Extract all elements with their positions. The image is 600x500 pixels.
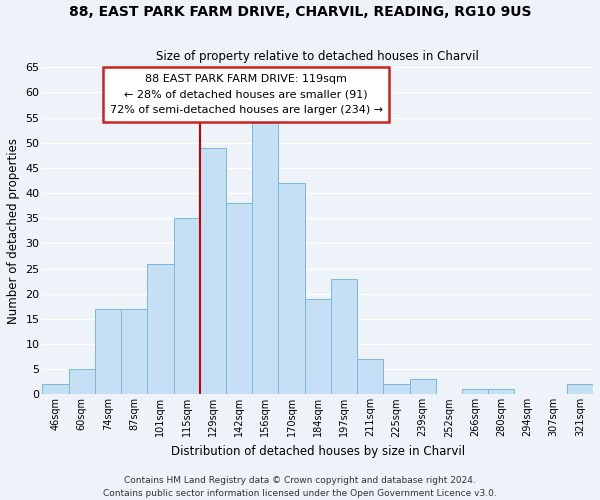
Bar [95,309,121,394]
Text: 88, EAST PARK FARM DRIVE, CHARVIL, READING, RG10 9US: 88, EAST PARK FARM DRIVE, CHARVIL, READI… [69,5,531,19]
Title: Size of property relative to detached houses in Charvil: Size of property relative to detached ho… [156,50,479,64]
Bar [121,309,147,394]
X-axis label: Distribution of detached houses by size in Charvil: Distribution of detached houses by size … [170,445,465,458]
Y-axis label: Number of detached properties: Number of detached properties [7,138,20,324]
Bar [383,384,410,394]
Bar [331,278,357,394]
Bar [252,122,278,394]
Bar [226,203,252,394]
Bar [305,299,331,394]
Bar [68,370,95,394]
Bar [173,218,200,394]
Bar [43,384,68,394]
Bar [278,183,305,394]
Bar [147,264,173,394]
Bar [200,148,226,394]
Bar [462,390,488,394]
Bar [410,380,436,394]
Text: Contains HM Land Registry data © Crown copyright and database right 2024.
Contai: Contains HM Land Registry data © Crown c… [103,476,497,498]
Bar [357,359,383,394]
Bar [488,390,514,394]
Bar [567,384,593,394]
Text: 88 EAST PARK FARM DRIVE: 119sqm
← 28% of detached houses are smaller (91)
72% of: 88 EAST PARK FARM DRIVE: 119sqm ← 28% of… [110,74,383,115]
